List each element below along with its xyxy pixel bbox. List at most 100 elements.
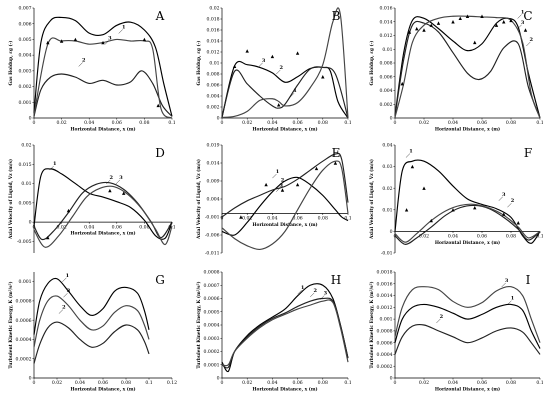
y-tick-label: 0.0002 <box>377 364 393 370</box>
data-marker <box>523 28 528 32</box>
series-label-leader <box>118 29 123 34</box>
y-tick-label: 0.002 <box>206 105 219 111</box>
y-tick-label: 0.005 <box>18 200 31 206</box>
y-tick-label: 0.001 <box>18 100 31 106</box>
series-label-2: 2 <box>530 37 534 43</box>
x-tick-label: 0.06 <box>292 216 302 222</box>
y-tick-label: -0.011 <box>205 251 220 257</box>
series-line-1 <box>394 159 541 244</box>
y-tick-label: 0.0006 <box>16 318 32 324</box>
x-tick-label: 0.06 <box>112 224 122 230</box>
series-label-1: 1 <box>122 24 125 30</box>
series-label-2: 2 <box>82 57 86 63</box>
y-tick-label: 0.001 <box>379 317 392 323</box>
chart-panel-G: 0 0.02 0.04 0.06 0.08 0.1 0.12 0 0.0002 0.0004 0.0… <box>8 272 177 393</box>
y-tick-label: 0.02 <box>382 186 392 192</box>
series-label-2: 2 <box>281 178 285 184</box>
x-axis-title: Horizontal Distance, x (m) <box>435 388 500 393</box>
y-tick-label: 0.0006 <box>377 340 393 346</box>
chart-panel-I: 0 0.02 0.04 0.06 0.08 0.1 0 0.0002 0.0004 0.0006 0… <box>369 270 544 393</box>
y-tick-label: 0.014 <box>379 19 392 25</box>
series-label-3: 3 <box>108 35 112 41</box>
series-label-leader <box>436 318 441 324</box>
series-label-3: 3 <box>67 288 71 294</box>
data-marker <box>473 205 477 210</box>
y-tick-label: 0.009 <box>206 179 219 185</box>
series-line-1 <box>394 303 541 349</box>
data-marker <box>436 21 441 25</box>
x-tick-label: 0.02 <box>56 120 66 126</box>
chart-panel-F: 0 0.02 0.04 0.06 0.08 0.1 -0.01 0 0.01 0.02 0.03 0.… <box>370 143 544 257</box>
data-marker <box>404 208 409 212</box>
y-tick-label: 0.0004 <box>16 337 32 343</box>
data-marker <box>516 221 520 225</box>
series-label-leader <box>106 179 111 185</box>
x-tick-label: 0 <box>394 380 397 386</box>
series-label-3: 3 <box>505 278 509 284</box>
series-label-2: 2 <box>511 198 515 204</box>
y-tick-label: 0.019 <box>206 143 219 149</box>
x-axis-title: Horizontal Distance, x (m) <box>252 223 317 228</box>
x-axis-title: Horizontal Distance, x (m) <box>70 388 135 393</box>
series-label-2: 2 <box>440 314 444 320</box>
data-marker <box>407 30 412 34</box>
y-tick-label: 0.01 <box>382 47 392 53</box>
panel-letter: F <box>524 146 532 160</box>
series-label-2: 2 <box>279 65 283 71</box>
series-line-3 <box>33 185 173 248</box>
x-tick-label: 0.04 <box>448 234 458 240</box>
data-marker <box>333 161 338 165</box>
x-tick-label: 0.06 <box>98 380 108 386</box>
series-label-leader <box>277 182 282 187</box>
data-marker <box>270 54 275 59</box>
series-label-2: 2 <box>110 175 114 181</box>
x-tick-label: 0.04 <box>267 120 277 126</box>
y-tick-label: 0.001 <box>18 279 31 285</box>
series-line-3 <box>394 15 541 119</box>
series-line-3 <box>221 7 349 119</box>
y-tick-label: 0.0008 <box>16 299 32 305</box>
y-axis-title: Turbulent Kinetic Energy, K (m²/s²) <box>196 281 202 368</box>
series-label-leader <box>289 93 295 98</box>
y-tick-label: 0.0016 <box>377 281 393 287</box>
data-marker <box>410 164 415 169</box>
y-tick-label: 0.004 <box>379 88 392 94</box>
series-line-2 <box>221 152 349 218</box>
series-label-1: 1 <box>301 285 304 291</box>
y-tick-label: 0.008 <box>206 72 219 78</box>
x-tick-label: 0.08 <box>506 380 516 386</box>
x-tick-label: 0 <box>221 380 224 386</box>
y-axis-title: Gas Holdup, εg (-) <box>197 41 202 86</box>
y-axis-title: Turbulent Kinetic Energy, K (m²/s²) <box>8 281 14 368</box>
series-line-2 <box>33 321 150 364</box>
series-label-1: 1 <box>293 88 296 94</box>
series-label-1: 1 <box>511 296 514 302</box>
x-tick-label: 0.02 <box>242 216 252 222</box>
x-tick-label: 0 <box>221 120 224 126</box>
y-axis-title: Axial Velocity of Liquid, Vz (m/s) <box>197 159 202 240</box>
series-label-1: 1 <box>53 161 56 167</box>
y-tick-label: 0.02 <box>21 143 31 149</box>
data-marker <box>295 51 300 55</box>
series-line-2 <box>221 66 349 119</box>
y-tick-label: 0.008 <box>379 61 392 67</box>
x-tick-label: 0.06 <box>477 120 487 126</box>
chart-panel-E: 0 0.02 0.04 0.06 0.08 0.1 -0.011 -0.006 -0.001 0.… <box>197 143 352 257</box>
series-label-leader <box>276 187 281 192</box>
y-tick-label: 0.0004 <box>204 323 220 329</box>
y-tick-label: 0.0014 <box>377 293 393 299</box>
y-tick-label: 0.002 <box>18 84 31 90</box>
data-marker <box>101 40 105 45</box>
x-tick-label: 0.02 <box>242 380 252 386</box>
series-label-leader <box>517 14 522 19</box>
y-tick-label: 0.01 <box>209 61 219 67</box>
y-tick-label: 0.01 <box>382 207 392 213</box>
series-line-1 <box>221 60 349 119</box>
data-marker <box>451 20 455 24</box>
y-tick-label: 0.0008 <box>377 328 393 334</box>
series-line-3 <box>394 203 541 243</box>
data-marker <box>73 37 78 42</box>
series-label-leader <box>517 24 522 29</box>
series-label-leader <box>58 309 64 314</box>
